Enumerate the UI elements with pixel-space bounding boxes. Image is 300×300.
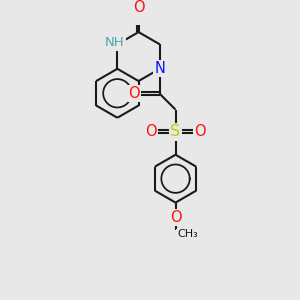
Text: O: O: [170, 210, 181, 225]
Text: O: O: [133, 0, 144, 15]
Text: O: O: [194, 124, 206, 140]
Text: O: O: [145, 124, 157, 140]
Text: S: S: [170, 124, 181, 140]
Text: N: N: [154, 61, 165, 76]
Text: O: O: [128, 86, 140, 101]
Text: CH₃: CH₃: [177, 230, 198, 239]
Text: NH: NH: [105, 37, 125, 50]
